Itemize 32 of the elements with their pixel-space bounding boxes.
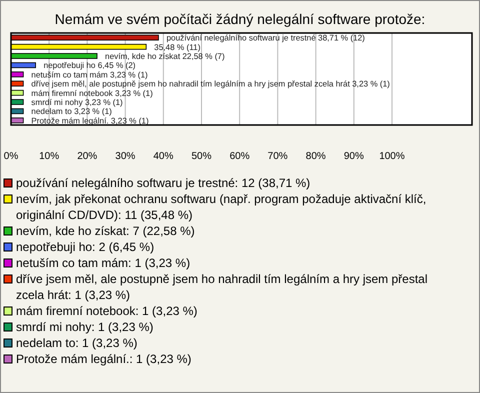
text: nevím, jak překonat ochranu softwaru (např. program požaduje aktivační klíč, originální CD/DVD): 11 (35,48 %) bbox=[16, 192, 426, 222]
x-tick-label: 100% bbox=[379, 151, 405, 162]
x-tick-label: 90% bbox=[344, 151, 364, 162]
category-label: mám firemní notebook 3,23 % (1) bbox=[31, 88, 153, 98]
text: nevím, kde ho získat: 7 (22,58 %) bbox=[16, 224, 195, 238]
category-label: používání nelegálního softwaru je trestné 38,71 % (12) bbox=[166, 34, 365, 43]
category-label: dříve jsem měl, ale postupně jsem ho nahradil tím legálním a hry jsem přestal zcela hrát 3,23 % (1) bbox=[31, 80, 390, 89]
x-tick-label: 0% bbox=[4, 151, 18, 162]
data-label: 35,48 % (11) bbox=[154, 42, 201, 52]
x-tick-label: 10% bbox=[39, 151, 60, 162]
x-tick-label: 40% bbox=[153, 151, 174, 162]
x-tick-label: 60% bbox=[230, 151, 250, 162]
x-tick-label: 30% bbox=[115, 151, 136, 162]
chart-title: Nemám ve svém počítači žádný nelegální software protože: bbox=[54, 11, 426, 27]
text: nepotřebuji ho: 2 (6,45 %) bbox=[16, 240, 154, 254]
text: smrdí mi nohy: 1 (3,23 %) bbox=[16, 320, 154, 334]
text: dříve jsem měl, ale postupně jsem ho nahradil tím legálním a hry jsem přestal zcela hrát: 1 (3,23 %) bbox=[16, 272, 428, 302]
text: netuším co tam mám: 1 (3,23 %) bbox=[16, 256, 190, 270]
x-tick-label: 80% bbox=[306, 151, 326, 162]
x-tick-label: 50% bbox=[191, 151, 212, 162]
category-label: nedelam to 3,23 % (1) bbox=[31, 107, 112, 116]
text: mám firemní notebook: 1 (3,23 %) bbox=[16, 304, 198, 318]
category-label: Protože mám legální. 3,23 % (1) bbox=[31, 116, 149, 126]
category-label: smrdí mi nohy 3,23 % (1) bbox=[31, 98, 123, 107]
category-label: netuším co tam mám 3,23 % (1) bbox=[31, 70, 148, 80]
category-label: nepotřebuji ho 6,45 % (2) bbox=[44, 61, 136, 70]
x-tick-label: 20% bbox=[77, 151, 98, 162]
x-tick-label: 70% bbox=[268, 151, 288, 162]
category-label: nevím, kde ho získat 22,58 % (7) bbox=[105, 52, 225, 61]
text: používání nelegálního softwaru je trestné: 12 (38,71 %) bbox=[16, 176, 310, 190]
text: Protože mám legální.: 1 (3,23 %) bbox=[16, 352, 192, 366]
text: nedelam to: 1 (3,23 %) bbox=[16, 336, 138, 350]
